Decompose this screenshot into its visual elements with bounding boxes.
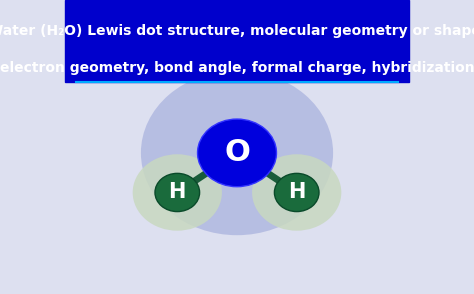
Text: Water (H₂O) Lewis dot structure, molecular geometry or shape,: Water (H₂O) Lewis dot structure, molecul…	[0, 24, 474, 38]
Text: electron geometry, bond angle, formal charge, hybridization: electron geometry, bond angle, formal ch…	[0, 61, 474, 75]
FancyBboxPatch shape	[65, 0, 409, 82]
Circle shape	[133, 154, 222, 231]
Circle shape	[274, 173, 319, 212]
Circle shape	[141, 71, 333, 235]
Circle shape	[155, 173, 200, 212]
Circle shape	[198, 119, 276, 187]
Text: O: O	[224, 138, 250, 167]
Circle shape	[252, 154, 341, 231]
Text: H: H	[288, 183, 305, 203]
Text: H: H	[169, 183, 186, 203]
